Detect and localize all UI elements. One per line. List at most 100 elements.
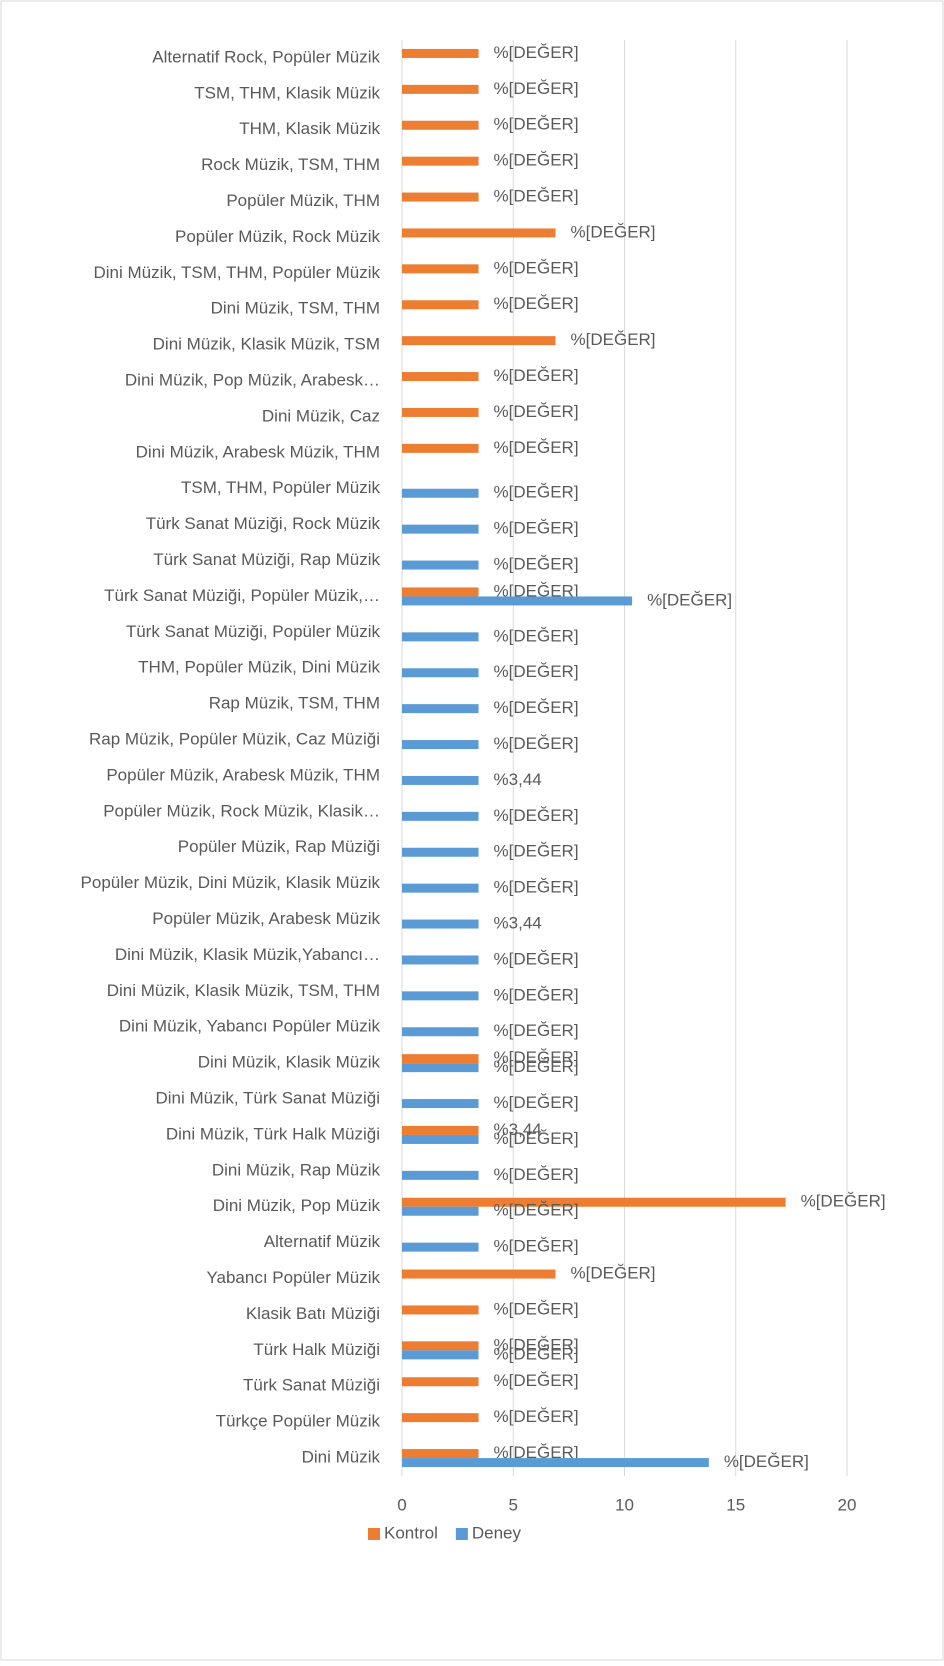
- data-label: %[DEĞER]: [494, 662, 579, 681]
- bar: [402, 1206, 479, 1216]
- y-tick-label: Türk Sanat Müziği, Popüler Müzik: [126, 622, 381, 641]
- x-tick-label: 10: [615, 1495, 634, 1514]
- data-label: %[DEĞER]: [494, 366, 579, 385]
- y-tick-label: Popüler Müzik, Rock Müzik: [175, 227, 381, 246]
- data-label: %[DEĞER]: [494, 1407, 579, 1426]
- data-label: %[DEĞER]: [494, 438, 579, 457]
- data-label: %[DEĞER]: [494, 626, 579, 645]
- bar: [402, 192, 479, 202]
- y-tick-label: Türk Sanat Müziği, Rap Müzik: [153, 550, 380, 569]
- y-tick-label: THM, Klasik Müzik: [239, 119, 380, 138]
- bar: [402, 1125, 479, 1135]
- y-tick-label: Dini Müzik, Pop Müzik: [213, 1196, 381, 1215]
- data-label: %[DEĞER]: [571, 1264, 656, 1283]
- y-tick-label: Dini Müzik, Türk Sanat Müziği: [155, 1089, 380, 1108]
- y-tick-label: Rap Müzik, Popüler Müzik, Caz Müziği: [89, 730, 380, 749]
- y-tick-label: Rap Müzik, TSM, THM: [209, 694, 380, 713]
- bar: [402, 632, 479, 642]
- data-label: %[DEĞER]: [494, 878, 579, 897]
- data-label: %[DEĞER]: [571, 222, 656, 241]
- data-label: %[DEĞER]: [494, 1299, 579, 1318]
- y-tick-label: Türk Sanat Müziği: [243, 1376, 380, 1395]
- data-label: %3,44: [494, 770, 542, 789]
- y-tick-label: Türkçe Popüler Müzik: [216, 1412, 381, 1431]
- data-label: %[DEĞER]: [494, 294, 579, 313]
- data-label: %[DEĞER]: [494, 698, 579, 717]
- bar: [402, 228, 556, 238]
- data-label: %[DEĞER]: [494, 1443, 579, 1462]
- y-tick-label: Popüler Müzik, Arabesk Müzik: [152, 909, 380, 928]
- y-tick-label: Dini Müzik, TSM, THM, Popüler Müzik: [93, 263, 380, 282]
- bar: [402, 883, 479, 893]
- data-label: %[DEĞER]: [494, 519, 579, 538]
- y-tick-label: Popüler Müzik, Rock Müzik, Klasik…: [103, 801, 380, 820]
- data-label: %[DEĞER]: [494, 1093, 579, 1112]
- bar: [402, 300, 479, 310]
- bar: [402, 336, 556, 346]
- data-label: %[DEĞER]: [647, 590, 732, 609]
- data-label: %[DEĞER]: [494, 581, 579, 600]
- bar: [402, 1413, 479, 1423]
- bar: [402, 991, 479, 1001]
- bar: [402, 919, 479, 929]
- bar: [402, 156, 479, 166]
- bar: [402, 1242, 479, 1252]
- bar: [402, 668, 479, 678]
- bar: [402, 811, 479, 821]
- x-tick-label: 0: [397, 1495, 406, 1514]
- bar: [402, 84, 479, 94]
- y-tick-label: Dini Müzik, Yabancı Popüler Müzik: [119, 1017, 381, 1036]
- bar: [402, 524, 479, 534]
- bar: [402, 48, 479, 58]
- bar: [402, 1197, 786, 1207]
- y-tick-label: Popüler Müzik, THM: [226, 191, 380, 210]
- x-tick-label: 5: [509, 1495, 518, 1514]
- bar: [402, 587, 479, 597]
- bar: [402, 1099, 479, 1109]
- data-label: %3,44: [494, 914, 542, 933]
- data-label: %[DEĞER]: [494, 1048, 579, 1067]
- bar: [402, 704, 479, 714]
- bar: [402, 596, 633, 606]
- data-label: %3,44: [494, 1120, 542, 1139]
- y-tick-label: Klasik Batı Müziği: [246, 1304, 380, 1323]
- data-label: %[DEĞER]: [801, 1192, 886, 1211]
- y-tick-label: Dini Müzik, Pop Müzik, Arabesk…: [125, 371, 380, 390]
- y-tick-label: Rock Müzik, TSM, THM: [201, 155, 380, 174]
- legend-label: Kontrol: [384, 1523, 438, 1542]
- y-tick-label: Alternatif Müzik: [264, 1232, 381, 1251]
- bar: [402, 1341, 479, 1351]
- data-label: %[DEĞER]: [494, 806, 579, 825]
- bar: [402, 1458, 709, 1468]
- bar: [402, 1305, 479, 1315]
- y-tick-label: Dini Müzik, Klasik Müzik, TSM: [153, 335, 380, 354]
- data-label: %[DEĞER]: [494, 1237, 579, 1256]
- legend-swatch: [455, 1528, 468, 1540]
- data-label: %[DEĞER]: [494, 187, 579, 206]
- bar: [402, 847, 479, 857]
- data-label: %[DEĞER]: [494, 43, 579, 62]
- bar: [402, 1027, 479, 1037]
- y-tick-label: Dini Müzik, Klasik Müzik: [198, 1053, 381, 1072]
- data-label: %[DEĞER]: [494, 1344, 579, 1363]
- y-tick-label: TSM, THM, Klasik Müzik: [194, 83, 380, 102]
- bar: [402, 1449, 479, 1459]
- data-label: %[DEĞER]: [494, 402, 579, 421]
- data-label: %[DEĞER]: [494, 483, 579, 502]
- bar: [402, 443, 479, 453]
- data-label: %[DEĞER]: [494, 1129, 579, 1148]
- data-label: %[DEĞER]: [571, 330, 656, 349]
- y-tick-label: Popüler Müzik, Dini Müzik, Klasik Müzik: [81, 873, 381, 892]
- y-tick-label: Dini Müzik, Rap Müzik: [212, 1160, 381, 1179]
- data-label: %[DEĞER]: [494, 842, 579, 861]
- bar: [402, 1054, 479, 1064]
- y-tick-label: Türk Halk Müziği: [253, 1340, 380, 1359]
- data-label: %[DEĞER]: [494, 258, 579, 277]
- y-tick-label: Türk Sanat Müziği, Rock Müzik: [146, 514, 381, 533]
- y-tick-label: Yabancı Popüler Müzik: [206, 1268, 380, 1287]
- data-label: %[DEĞER]: [494, 949, 579, 968]
- bar: [402, 1350, 479, 1360]
- bar: [402, 372, 479, 382]
